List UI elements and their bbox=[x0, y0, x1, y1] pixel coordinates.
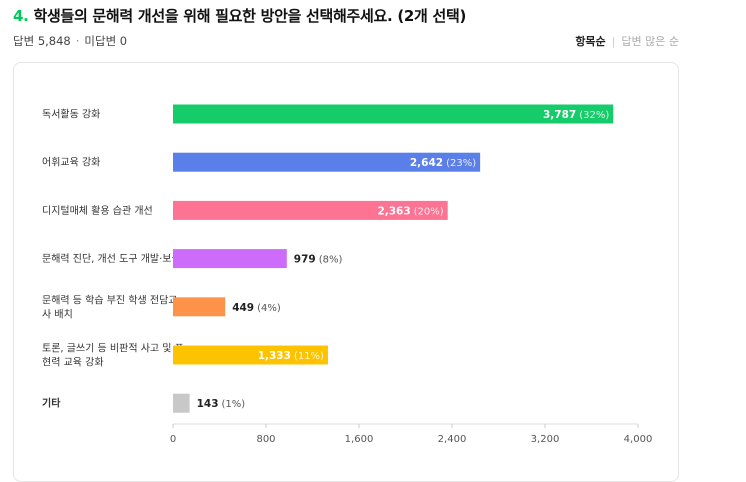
sort-separator: | bbox=[611, 35, 616, 48]
question-text: 학생들의 문해력 개선을 위해 필요한 방안을 선택해주세요. (2개 선택) bbox=[33, 7, 467, 25]
sort-by-item-button[interactable]: 항목순 bbox=[575, 35, 606, 48]
bar-value-label: 449 (4%) bbox=[232, 302, 281, 314]
category-label: 문해력 등 학습 부진 학생 전담교 사 배치 bbox=[42, 293, 178, 320]
x-tick-label: 3,200 bbox=[531, 434, 560, 445]
bar-value-label: 1,333 (11%) bbox=[258, 350, 324, 362]
bar bbox=[173, 345, 328, 365]
x-tick-label: 800 bbox=[256, 434, 275, 445]
sort-options: 항목순 | 답변 많은 순 bbox=[575, 33, 679, 49]
bar-value-label: 2,363 (20%) bbox=[377, 205, 443, 217]
bar bbox=[173, 297, 226, 317]
bar-value-label: 979 (8%) bbox=[294, 254, 343, 266]
bar bbox=[173, 104, 614, 124]
category-label: 어휘교육 강화 bbox=[42, 157, 100, 169]
category-label: 디지털매체 활용 습관 개선 bbox=[42, 204, 153, 217]
category-label: 기타 bbox=[42, 397, 61, 410]
x-tick-label: 0 bbox=[170, 434, 176, 445]
question-number: 4. bbox=[13, 7, 29, 25]
sort-by-count-button[interactable]: 답변 많은 순 bbox=[621, 35, 679, 48]
x-tick-label: 1,600 bbox=[345, 434, 374, 445]
bar bbox=[173, 200, 448, 220]
x-tick-label: 2,400 bbox=[438, 434, 467, 445]
category-label: 토론, 글쓰기 등 비판적 사고 및 표 현력 교육 강화 bbox=[42, 343, 184, 369]
bar-value-label: 2,642 (23%) bbox=[410, 157, 476, 169]
response-summary: 답변 5,848 · 미답변 0 bbox=[13, 33, 127, 49]
answered-count: 답변 5,848 bbox=[13, 34, 71, 48]
category-label: 문해력 진단, 개선 도구 개발·보급 bbox=[42, 252, 181, 265]
category-label: 독서활동 강화 bbox=[42, 108, 100, 121]
question-title: 4. 학생들의 문해력 개선을 위해 필요한 방안을 선택해주세요. (2개 선… bbox=[13, 5, 466, 26]
bar-value-label: 3,787 (32%) bbox=[543, 109, 609, 121]
bar-chart: 독서활동 강화 3,787 (32%) 어휘교육 강화 2,642 (23%) 디지털매체 … bbox=[42, 104, 653, 445]
bar bbox=[173, 393, 190, 413]
bar bbox=[173, 249, 287, 269]
bar bbox=[173, 152, 481, 172]
x-tick-label: 4,000 bbox=[624, 434, 653, 445]
unanswered-count: 미답변 0 bbox=[84, 34, 128, 48]
bar-value-label: 143 (1%) bbox=[197, 398, 246, 410]
separator-dot: · bbox=[75, 34, 80, 48]
